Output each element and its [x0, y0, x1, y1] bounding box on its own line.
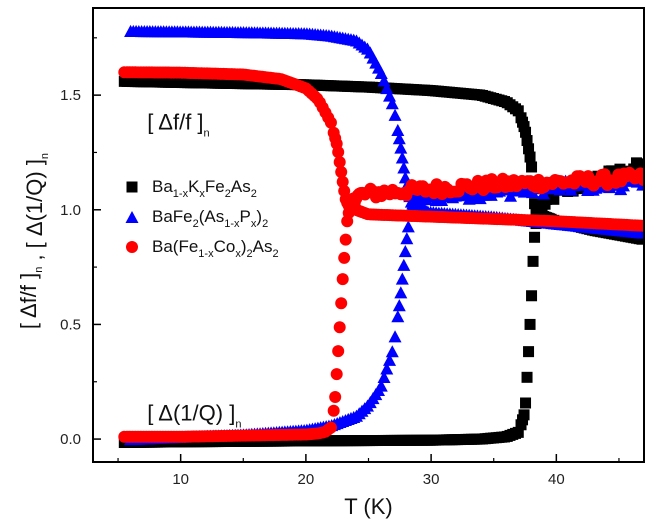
- x-axis-label: T (K): [344, 494, 392, 519]
- data-point: [333, 321, 346, 334]
- data-point: [518, 409, 530, 421]
- data-point: [385, 97, 399, 110]
- series-baco-freq: [118, 66, 644, 232]
- data-point: [529, 198, 541, 210]
- data-point: [526, 290, 538, 302]
- legend-label-bak: Ba1-xKxFe2As2: [152, 177, 257, 200]
- data-point: [394, 141, 408, 154]
- data-point: [523, 346, 535, 358]
- data-point: [391, 123, 405, 137]
- data-point: [332, 345, 345, 358]
- data-point: [388, 108, 402, 121]
- series-baco-diss: [118, 166, 644, 443]
- x-tick-label: 40: [548, 471, 565, 488]
- y-tick-label: 1.0: [60, 202, 81, 219]
- data-point: [336, 273, 349, 286]
- data-point: [521, 135, 533, 147]
- data-point: [126, 241, 138, 253]
- data-point: [636, 158, 644, 170]
- series-baco: [118, 66, 644, 443]
- y-tick-label: 0.5: [60, 316, 81, 333]
- data-point: [338, 251, 351, 264]
- legend-entry-baco: Ba(Fe1-xCox)2As2: [126, 237, 279, 260]
- data-point: [397, 161, 411, 174]
- data-point: [395, 272, 409, 285]
- y-axis-label: [ Δf/f ]n , [ Δ(1/Q) ]n: [16, 153, 51, 329]
- data-point: [388, 330, 402, 343]
- legend: Ba1-xKxFe2As2 BaFe2(As1-xPx)2 Ba(Fe1-xCox)…: [125, 177, 279, 260]
- data-point: [523, 143, 535, 155]
- data-point: [333, 156, 346, 169]
- data-point: [327, 404, 340, 417]
- data-point: [125, 210, 139, 224]
- data-point: [324, 116, 337, 129]
- legend-entry-bak: Ba1-xKxFe2As2: [126, 177, 257, 200]
- data-point: [385, 345, 399, 358]
- data-point: [391, 310, 405, 323]
- data-point: [324, 421, 337, 434]
- annotation-dq: [ Δ(1/Q) ]n: [147, 401, 241, 431]
- data-point: [484, 188, 498, 201]
- data-point: [527, 255, 539, 267]
- annotation-df: [ Δf/f ]n: [147, 110, 209, 140]
- data-point: [126, 181, 138, 193]
- data-point: [521, 371, 533, 383]
- data-point: [335, 165, 348, 178]
- legend-label-bap: BaFe2(As1-xPx)2: [152, 207, 268, 230]
- legend-entry-bap: BaFe2(As1-xPx)2: [125, 207, 268, 230]
- data-point: [520, 397, 532, 409]
- data-point: [394, 286, 408, 299]
- data-point: [512, 105, 524, 117]
- data-point: [518, 121, 530, 133]
- data-point: [374, 379, 388, 392]
- data-point: [329, 391, 342, 404]
- data-point: [401, 220, 415, 233]
- y-tick-label: 1.5: [60, 87, 81, 104]
- x-tick-label: 10: [172, 471, 189, 488]
- data-point: [335, 297, 348, 310]
- data-point: [332, 146, 345, 159]
- x-tick-label: 30: [423, 471, 440, 488]
- ticks-layer: 10 20 30 40 0.0 0.5 1.0 1.5: [60, 37, 620, 488]
- data-point: [336, 175, 349, 188]
- data-point: [512, 426, 524, 438]
- data-point: [392, 132, 406, 145]
- data-point: [392, 299, 406, 312]
- x-tick-label: 20: [298, 471, 315, 488]
- data-point: [636, 233, 644, 245]
- data-point: [330, 368, 343, 381]
- data-point: [526, 161, 538, 173]
- y-tick-label: 0.0: [60, 431, 81, 448]
- data-point: [383, 353, 397, 366]
- data-point: [637, 219, 644, 232]
- data-point: [377, 370, 391, 384]
- data-point: [339, 233, 352, 246]
- data-point: [400, 232, 414, 245]
- data-point: [520, 126, 532, 138]
- data-point: [548, 193, 560, 205]
- data-point: [637, 173, 644, 186]
- annotation-layer: [ Δf/f ]n [ Δ(1/Q) ]n: [147, 110, 241, 431]
- data-point: [397, 258, 411, 271]
- data-point: [380, 362, 394, 375]
- legend-label-baco: Ba(Fe1-xCox)2As2: [152, 237, 279, 260]
- series-layer: [118, 24, 644, 449]
- data-point: [395, 151, 409, 164]
- data-point: [524, 318, 536, 330]
- data-point: [398, 245, 412, 258]
- data-point: [524, 151, 536, 163]
- data-point: [529, 231, 541, 243]
